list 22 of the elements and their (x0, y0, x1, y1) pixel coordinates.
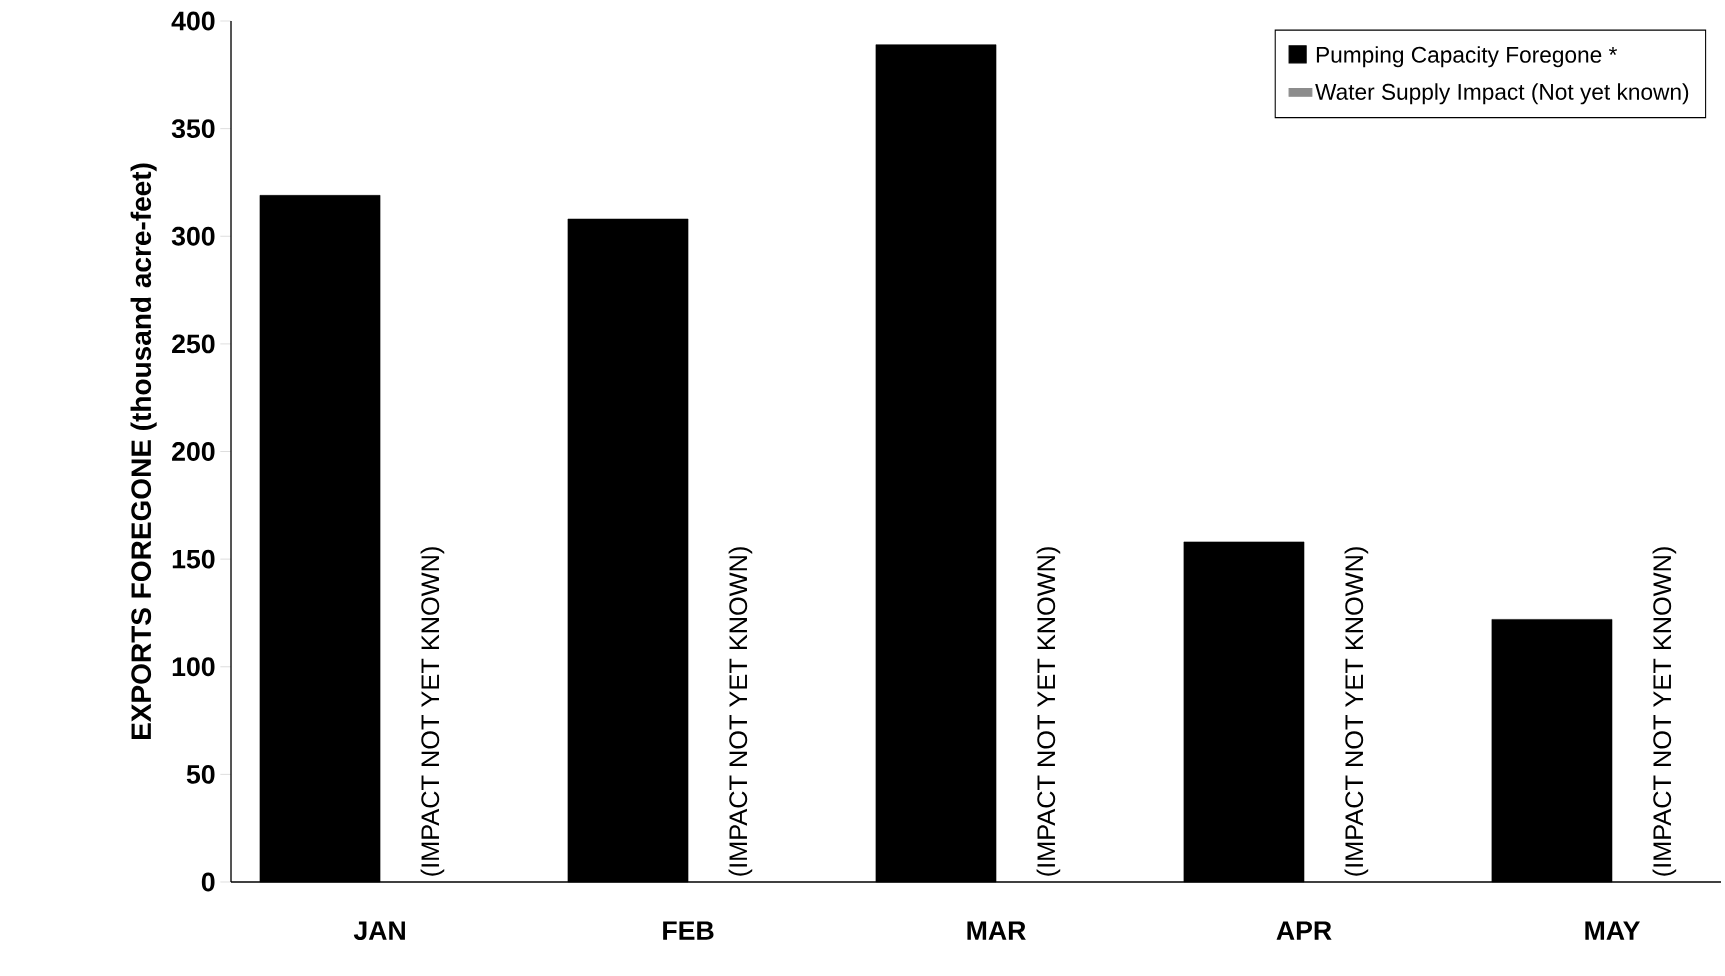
legend-label: Water Supply Impact (Not yet known) (1315, 83, 1689, 105)
annotation: (IMPACT NOT YET KNOWN) (1036, 547, 1061, 876)
y-tick-label: 300 (171, 226, 215, 246)
legend-label: Pumping Capacity Foregone * (1316, 46, 1618, 68)
y-tick-label: 50 (186, 764, 215, 784)
annotation: (IMPACT NOT YET KNOWN) (1344, 547, 1369, 876)
y-tick-label: 350 (171, 119, 215, 139)
annotation: (IMPACT NOT YET KNOWN) (728, 547, 753, 876)
x-tick-label: MAY (1585, 921, 1640, 940)
annotation: (IMPACT NOT YET KNOWN) (420, 547, 445, 876)
annotation: (IMPACT NOT YET KNOWN) (1652, 547, 1677, 876)
y-tick-label: 100 (172, 657, 215, 677)
y-tick-label: 200 (172, 442, 215, 461)
x-tick-label: MAR (967, 921, 1026, 940)
x-tick-label: JAN (353, 921, 405, 940)
y-tick-label: 150 (172, 549, 215, 569)
y-axis-title: EXPORTS FOREGONE (thousand acre-feet) (130, 163, 157, 739)
y-tick-label: 250 (172, 334, 215, 354)
y-tick-label: 400 (171, 11, 215, 31)
x-tick-label: APR (1276, 921, 1332, 940)
y-tick-label: 0 (201, 872, 215, 892)
x-tick-label: FEB (663, 921, 714, 940)
